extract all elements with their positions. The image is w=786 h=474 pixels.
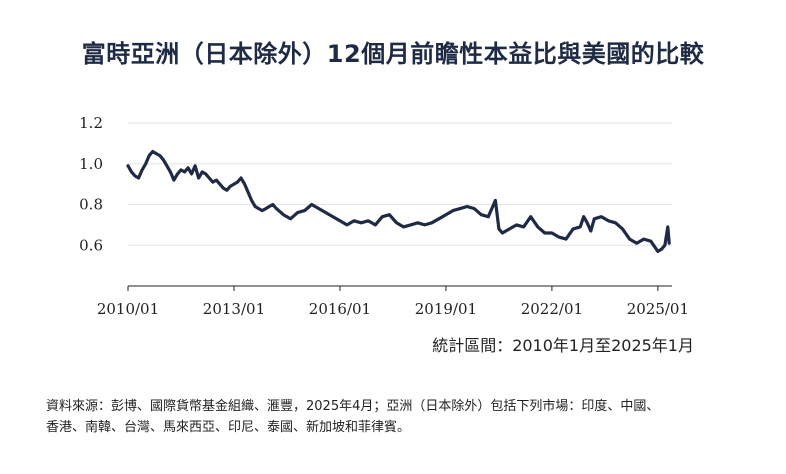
x-axis-ticks: 2010/01 2013/01 2016/01 2019/01 2022/01 2025/… <box>97 286 689 318</box>
y-tick-label: 1.0 <box>79 155 103 173</box>
chart-title: 富時亞洲（日本除外）12個月前瞻性本益比與美國的比較 <box>81 40 705 68</box>
y-tick-label: 0.6 <box>79 236 103 254</box>
series-group <box>126 149 671 253</box>
source-line-1: 資料來源：彭博、國際貨幣基金組織、滙豐，2025年4月；亞洲（日本除外）包括下列… <box>46 399 660 414</box>
source-note: 資料來源：彭博、國際貨幣基金組織、滙豐，2025年4月；亞洲（日本除外）包括下列… <box>46 396 746 438</box>
series-line-0 <box>126 149 671 253</box>
period-note: 統計區間：2010年1月至2025年1月 <box>432 336 694 355</box>
gridlines <box>128 122 672 246</box>
y-tick-label: 1.2 <box>79 114 103 132</box>
y-axis-ticks: 0.6 0.8 1.0 1.2 <box>79 114 103 254</box>
x-tick-label: 2013/01 <box>203 300 265 318</box>
x-tick-label: 2016/01 <box>309 300 371 318</box>
x-tick-label: 2019/01 <box>415 300 477 318</box>
x-tick-label: 2022/01 <box>521 300 583 318</box>
x-tick-label: 2010/01 <box>97 300 159 318</box>
source-line-2: 香港、南韓、台灣、馬來西亞、印尼、泰國、新加坡和菲律賓。 <box>46 420 411 435</box>
x-tick-label: 2025/01 <box>627 300 689 318</box>
y-tick-label: 0.8 <box>79 196 103 214</box>
